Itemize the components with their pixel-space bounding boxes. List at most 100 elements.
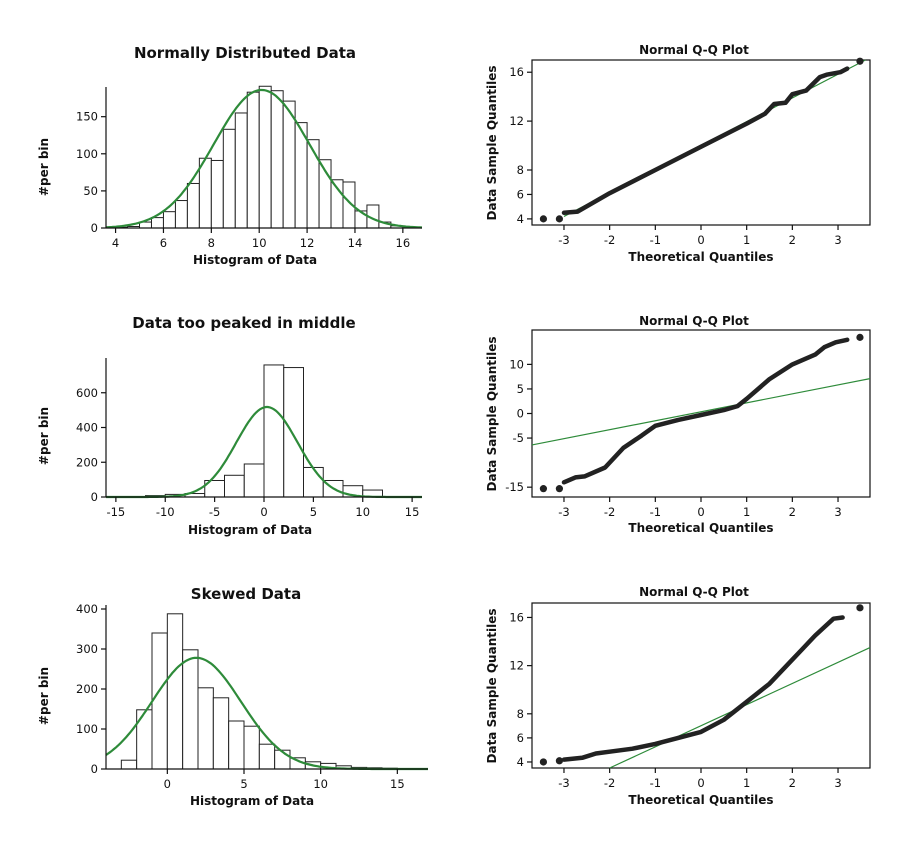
extreme-point bbox=[539, 758, 548, 766]
x-tick-label: -1 bbox=[650, 776, 661, 790]
x-tick-label: 5 bbox=[310, 505, 317, 519]
y-tick-label: 300 bbox=[76, 642, 98, 656]
histogram-bar bbox=[150, 217, 164, 229]
reference-line bbox=[531, 378, 871, 446]
x-tick-label: -15 bbox=[106, 505, 125, 519]
x-tick-label: 5 bbox=[240, 777, 247, 791]
x-tick-label: 2 bbox=[789, 505, 796, 519]
x-tick-label: 4 bbox=[112, 236, 119, 250]
y-tick-label: 0 bbox=[91, 490, 98, 504]
x-tick-label: -10 bbox=[156, 505, 175, 519]
y-axis-label: #per bin bbox=[37, 667, 51, 725]
y-axis-label: Data Sample Quantiles bbox=[485, 609, 499, 764]
extreme-point bbox=[856, 57, 864, 65]
histogram-bar bbox=[166, 613, 184, 770]
bars bbox=[115, 85, 404, 229]
x-axis-label: Histogram of Data bbox=[188, 523, 312, 537]
bars bbox=[120, 613, 414, 770]
extreme-point bbox=[856, 333, 864, 341]
x-tick-label: -2 bbox=[604, 776, 615, 790]
extreme-point bbox=[539, 485, 548, 493]
x-tick-label: 16 bbox=[396, 236, 411, 250]
x-tick-label: -2 bbox=[604, 233, 615, 247]
x-axis-label: Theoretical Quantiles bbox=[628, 793, 773, 807]
x-tick-label: 0 bbox=[260, 505, 267, 519]
histogram-bar bbox=[258, 85, 272, 229]
histogram-bar bbox=[198, 157, 212, 229]
histogram-bar bbox=[228, 720, 245, 770]
y-tick-label: 12 bbox=[509, 114, 524, 128]
axes: -15 -10 -5 0 5 10 15 0 200 400 600 bbox=[76, 358, 422, 519]
y-tick-label: 5 bbox=[517, 382, 524, 396]
histogram-bar bbox=[222, 128, 236, 229]
extreme-point bbox=[555, 757, 564, 765]
chart-title: Skewed Data bbox=[191, 585, 301, 603]
extreme-point bbox=[856, 604, 864, 612]
x-tick-label: 0 bbox=[697, 233, 704, 247]
x-tick-label: 3 bbox=[834, 233, 841, 247]
y-tick-label: 8 bbox=[517, 163, 524, 177]
x-tick-label: 10 bbox=[252, 236, 267, 250]
x-tick-label: 15 bbox=[390, 777, 405, 791]
x-tick-label: 1 bbox=[743, 776, 750, 790]
y-axis-label: Data Sample Quantiles bbox=[485, 66, 499, 221]
x-axis-label: Theoretical Quantiles bbox=[628, 250, 773, 264]
y-tick-label: 600 bbox=[76, 386, 98, 400]
y-tick-label: 12 bbox=[509, 659, 524, 673]
qq-normal-panel: Normal Q-Q Plot Theoretical Quantiles Da… bbox=[485, 43, 871, 264]
x-tick-label: 15 bbox=[405, 505, 420, 519]
histogram-bar bbox=[136, 709, 153, 770]
x-tick-label: 0 bbox=[164, 777, 171, 791]
y-tick-label: 0 bbox=[91, 762, 98, 776]
x-tick-label: 8 bbox=[208, 236, 215, 250]
histogram-bar bbox=[258, 743, 276, 770]
y-tick-label: 0 bbox=[91, 221, 98, 235]
y-tick-label: -15 bbox=[505, 480, 524, 494]
chart-title: Normal Q-Q Plot bbox=[639, 43, 749, 57]
histogram-bar bbox=[151, 632, 168, 770]
extreme-point bbox=[555, 215, 564, 223]
chart-title: Normal Q-Q Plot bbox=[639, 585, 749, 599]
axes: -3 -2 -1 0 1 2 3 -15 -5 0 5 10 bbox=[505, 329, 871, 519]
x-tick-label: 2 bbox=[789, 776, 796, 790]
x-tick-label: -1 bbox=[650, 233, 661, 247]
x-tick-label: 6 bbox=[160, 236, 167, 250]
x-axis-label: Histogram of Data bbox=[190, 794, 314, 808]
extreme-point bbox=[539, 215, 548, 223]
x-tick-label: 1 bbox=[743, 505, 750, 519]
histogram-bar bbox=[197, 687, 214, 770]
histogram-bar bbox=[186, 182, 200, 229]
x-tick-label: 0 bbox=[697, 505, 704, 519]
x-tick-label: 1 bbox=[743, 233, 750, 247]
y-axis-label: #per bin bbox=[37, 138, 51, 196]
x-tick-label: 3 bbox=[834, 776, 841, 790]
y-tick-label: 400 bbox=[76, 421, 98, 435]
y-tick-label: 200 bbox=[76, 455, 98, 469]
sample-quantiles-line bbox=[561, 66, 850, 216]
y-tick-label: 150 bbox=[76, 110, 98, 124]
bars bbox=[145, 364, 383, 498]
x-tick-label: -1 bbox=[650, 505, 661, 519]
histogram-bar bbox=[306, 139, 320, 229]
sample-quantiles-line bbox=[561, 337, 850, 485]
y-tick-label: 6 bbox=[517, 187, 524, 201]
histogram-bar bbox=[270, 90, 284, 229]
x-tick-label: 10 bbox=[355, 505, 370, 519]
normal-fit-curve bbox=[105, 88, 423, 229]
x-tick-label: -3 bbox=[558, 776, 569, 790]
extreme-points bbox=[539, 604, 864, 766]
histogram-bar bbox=[212, 697, 230, 770]
y-tick-label: 8 bbox=[517, 707, 524, 721]
histogram-bar bbox=[243, 725, 260, 770]
hist-peaked-panel: Data too peaked in middle Histogram of D… bbox=[37, 314, 422, 537]
y-tick-label: 0 bbox=[517, 407, 524, 421]
y-tick-label: -5 bbox=[513, 431, 524, 445]
histogram-bar bbox=[246, 91, 260, 229]
extreme-points bbox=[539, 57, 864, 223]
x-tick-label: -3 bbox=[558, 233, 569, 247]
x-tick-label: 10 bbox=[313, 777, 328, 791]
chart-title: Normally Distributed Data bbox=[134, 44, 356, 62]
histogram-bar bbox=[182, 649, 199, 770]
